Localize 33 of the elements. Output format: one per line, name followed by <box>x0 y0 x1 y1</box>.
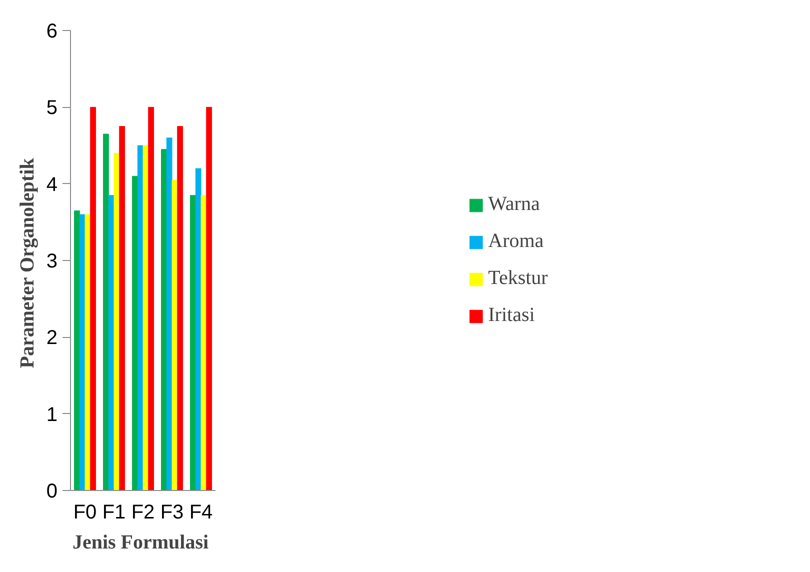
bar <box>90 106 96 490</box>
y-tick-label: 6 <box>46 20 58 42</box>
y-tick-label: 0 <box>46 480 58 502</box>
bar <box>132 176 138 490</box>
x-tick-label: F0 <box>73 502 97 524</box>
bar <box>84 214 91 490</box>
x-tick-label: F3 <box>160 502 184 524</box>
bar <box>142 145 149 490</box>
y-tick-label: 1 <box>46 404 58 426</box>
y-tick-label: 5 <box>46 97 58 120</box>
x-tick-label: F1 <box>102 502 126 524</box>
bar <box>190 195 196 490</box>
bar <box>74 210 80 490</box>
y-axis-title: Parameter Organoleptik <box>16 157 38 368</box>
legend-label: Aroma <box>488 230 544 253</box>
bar <box>114 152 120 490</box>
y-tick-label: 3 <box>46 250 58 272</box>
y-tick-label: 2 <box>46 327 58 350</box>
bar <box>206 106 212 490</box>
bar <box>103 134 109 490</box>
x-tick-label: F2 <box>131 502 155 524</box>
bar <box>161 149 167 490</box>
bar <box>119 126 125 490</box>
bar <box>200 195 207 490</box>
legend-label: Iritasi <box>488 304 535 327</box>
y-tick-label: 4 <box>46 174 58 196</box>
x-axis-title: Jenis Formulasi <box>72 532 209 554</box>
bar <box>148 106 154 490</box>
bar <box>177 126 183 490</box>
bar <box>172 180 178 490</box>
x-tick-label: F4 <box>189 502 213 524</box>
legend-label: Warna <box>488 193 540 216</box>
legend-label: Tekstur <box>488 267 548 290</box>
